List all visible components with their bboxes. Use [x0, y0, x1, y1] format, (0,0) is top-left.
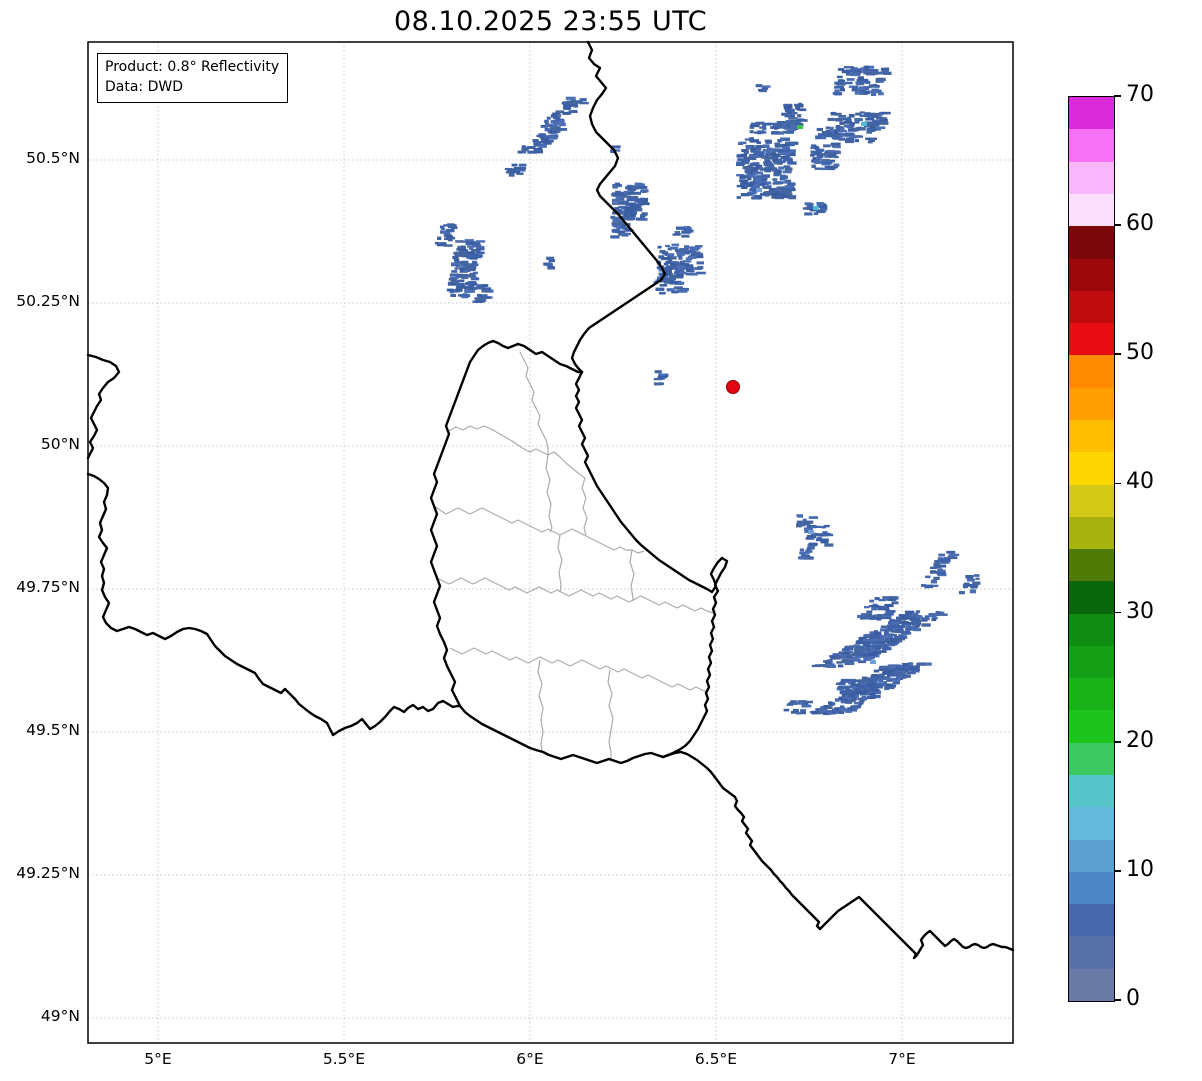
admin-borders [433, 351, 714, 759]
colorbar-segment [1069, 290, 1114, 324]
colorbar-segment [1069, 678, 1114, 711]
x-tick-label: 5°E [144, 1050, 172, 1068]
colorbar-segment [1069, 936, 1114, 969]
colorbar-segment [1069, 710, 1114, 743]
colorbar-tick-label: 0 [1126, 986, 1140, 1011]
colorbar-segment [1069, 549, 1114, 582]
colorbar-tick-label: 30 [1126, 598, 1154, 624]
colorbar-segment [1069, 904, 1114, 937]
colorbar-segment [1069, 742, 1114, 776]
colorbar-tick [1114, 999, 1121, 1001]
plot-frame [87, 41, 1014, 1044]
colorbar-segment [1069, 387, 1114, 420]
y-tick-label: 49.25°N [16, 864, 80, 882]
colorbar-segment [1069, 193, 1114, 227]
colorbar-tick-label: 50 [1126, 340, 1154, 366]
colorbar-segment [1069, 581, 1114, 614]
colorbar-segment [1069, 419, 1114, 453]
colorbar [1068, 96, 1115, 1002]
y-tick-label: 49°N [40, 1007, 80, 1025]
colorbar-segment [1069, 161, 1114, 194]
colorbar-tick [1114, 482, 1121, 485]
radar-echo-layer [434, 65, 981, 716]
radar-station-marker [726, 380, 740, 394]
y-tick-label: 50°N [40, 435, 80, 453]
colorbar-tick-label: 20 [1126, 727, 1154, 753]
colorbar-tick [1114, 740, 1121, 743]
colorbar-segment [1069, 645, 1114, 679]
y-tick-label: 50.25°N [16, 292, 80, 310]
product-label: Product: 0.8° Reflectivity [105, 59, 280, 75]
x-tick-label: 5.5°E [322, 1050, 366, 1068]
colorbar-tick [1114, 870, 1121, 872]
colorbar-tick-label: 60 [1126, 211, 1154, 237]
y-tick-label: 49.75°N [16, 578, 80, 596]
x-tick-label: 6.5°E [694, 1050, 738, 1068]
colorbar-segment [1069, 452, 1114, 485]
colorbar-tick [1114, 224, 1121, 226]
product-info-box: Product: 0.8° Reflectivity Data: DWD [97, 53, 289, 103]
colorbar-segment [1069, 807, 1114, 840]
colorbar-segment [1069, 516, 1114, 550]
colorbar-segment [1069, 484, 1114, 517]
colorbar-tick [1114, 353, 1121, 356]
colorbar-segment [1069, 129, 1114, 162]
colorbar-segment [1069, 871, 1114, 905]
colorbar-tick [1114, 611, 1121, 614]
data-source-label: Data: DWD [105, 79, 183, 96]
colorbar-segment [1069, 613, 1114, 646]
colorbar-tick-label: 10 [1126, 856, 1154, 882]
colorbar-tick-label: 70 [1126, 82, 1154, 107]
colorbar-tick [1114, 95, 1121, 97]
colorbar-segment [1069, 323, 1114, 356]
y-tick-label: 49.5°N [26, 721, 80, 739]
y-tick-label: 50.5°N [26, 149, 80, 167]
country-borders [86, 40, 1015, 960]
x-tick-label: 7°E [888, 1050, 916, 1068]
colorbar-segment [1069, 258, 1114, 291]
page-title: 08.10.2025 23:55 UTC [393, 6, 708, 37]
colorbar-segment [1069, 355, 1114, 388]
colorbar-segment [1069, 775, 1114, 808]
colorbar-segment [1069, 97, 1114, 130]
colorbar-segment [1069, 968, 1114, 1001]
colorbar-tick-label: 40 [1126, 469, 1154, 495]
grid-lines [88, 42, 1013, 1043]
x-tick-label: 6°E [516, 1050, 544, 1068]
colorbar-segment [1069, 839, 1114, 872]
colorbar-segment [1069, 226, 1114, 259]
